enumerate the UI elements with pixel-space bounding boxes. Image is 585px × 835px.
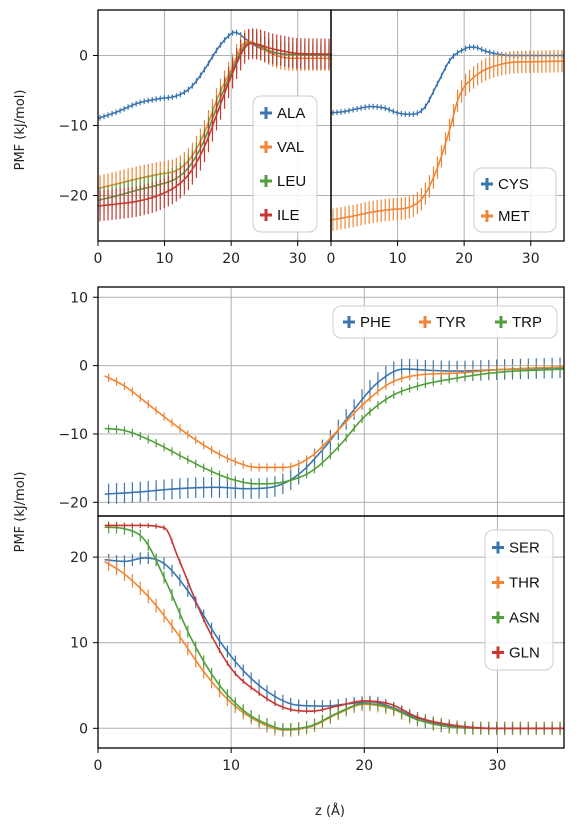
legend-entry-cys: CYS	[481, 176, 529, 193]
legend-label: THR	[509, 575, 540, 592]
legend-entry-leu: LEU	[260, 173, 306, 190]
panel-d-xtick-label: 0	[94, 758, 103, 774]
series-line-val	[98, 40, 331, 190]
series-line-leu	[98, 42, 331, 202]
tick-layer: 0 10 20 30 −20 −10 0 PMF (kJ/mol) 0 10 20 30 −20 −10 0…	[13, 49, 540, 820]
panel-d-frame	[97, 515, 565, 749]
legend-label: ASN	[509, 610, 540, 627]
panel-c-ytick-label: −10	[58, 427, 88, 443]
panel-d-xtick-label: 10	[222, 758, 240, 774]
panel-b-legend-box	[473, 167, 557, 233]
series-line-cys	[331, 46, 564, 116]
legend-label: VAL	[277, 139, 304, 156]
legend-entry-ser: SER	[492, 540, 540, 557]
legend-label: MET	[498, 208, 530, 225]
legend-label: TRP	[512, 314, 542, 331]
series-line-trp	[104, 368, 564, 485]
legend-entry-phe: PHE	[343, 314, 391, 331]
series-line-tyr	[104, 366, 564, 469]
panel-c-plot-area	[104, 357, 564, 505]
panel-a-xtick-label: 20	[222, 251, 240, 267]
panel-a-xtick-label: 0	[94, 251, 103, 267]
panel-d-xtick-label: 30	[489, 758, 507, 774]
legend-entry-gln: GLN	[492, 645, 540, 662]
panel-d-legend-box	[484, 529, 554, 671]
legend-entry-tyr: TYR	[419, 314, 466, 331]
panel-d-ytick-label: 20	[70, 550, 88, 566]
panel-a-xtick-label: 10	[156, 251, 174, 267]
panel-b-plot-area	[331, 44, 564, 231]
panel-b-xtick-label: 30	[522, 251, 540, 267]
legend-label: LEU	[277, 173, 306, 190]
panel-b-xtick-label: 20	[455, 251, 473, 267]
panel-b-frame	[330, 9, 565, 242]
legend-label: SER	[509, 540, 540, 557]
legend-entry-asn: ASN	[492, 610, 540, 627]
panel-a-ytick-label: 0	[79, 49, 88, 65]
panel-a-xtick-label: 30	[289, 251, 307, 267]
legend-entry-val: VAL	[260, 139, 304, 156]
panel-d-x-axis-label: z (Å)	[315, 803, 345, 819]
panel-c-y-axis-label: PMF (kJ/mol)	[13, 472, 28, 553]
panel-a-ytick-label: −10	[58, 119, 88, 135]
panel-c-ytick-label: 0	[79, 359, 88, 375]
legend-label: TYR	[436, 314, 466, 331]
legend-label: CYS	[498, 176, 529, 193]
series-layer	[98, 28, 564, 737]
panel-c-ytick-label: 10	[70, 290, 88, 306]
legend-entry-thr: THR	[492, 575, 540, 592]
legend-entry-trp: TRP	[495, 314, 542, 331]
legend-label: ALA	[277, 105, 305, 122]
panel-b-xtick-label: 10	[389, 251, 407, 267]
panel-c-ytick-label: −20	[58, 495, 88, 511]
panel-d-ytick-label: 0	[79, 721, 88, 737]
legend-layer: ALA VAL LEU ILE CYS MET PHE TYR TRP SER THR ASN GLN	[252, 95, 558, 671]
panel-d-plot-area	[104, 521, 564, 737]
legend-label: GLN	[509, 645, 540, 662]
series-line-met	[331, 60, 564, 221]
legend-entry-met: MET	[481, 208, 530, 225]
panel-d-ytick-label: 10	[70, 636, 88, 652]
panel-d-xtick-label: 20	[355, 758, 373, 774]
panel-c-legend-box	[332, 305, 558, 339]
panel-b-xtick-label: 0	[327, 251, 336, 267]
legend-entry-ile: ILE	[260, 207, 300, 224]
legend-label: PHE	[360, 314, 391, 331]
series-line-gln	[104, 524, 564, 730]
series-line-phe	[104, 366, 564, 495]
panel-a-y-axis-label: PMF (kJ/mol)	[13, 90, 28, 171]
series-line-ile	[98, 42, 331, 207]
panel-a-ytick-label: −20	[58, 189, 88, 205]
legend-entry-ala: ALA	[260, 105, 305, 122]
panel-a-legend-box	[252, 95, 318, 233]
frame-layer	[97, 9, 565, 749]
panel-a-plot-area	[98, 28, 331, 222]
legend-label: ILE	[277, 207, 300, 224]
